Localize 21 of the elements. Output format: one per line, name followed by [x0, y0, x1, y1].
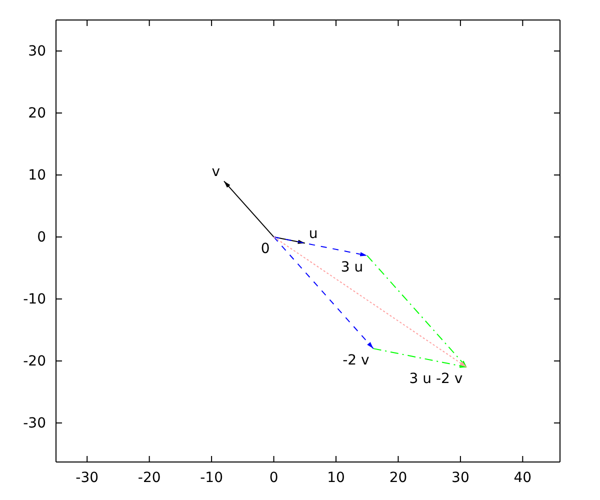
y-tick-label: 20 [28, 105, 46, 122]
annotation: v [212, 164, 220, 180]
x-tick-label: 30 [452, 470, 470, 486]
y-tick-label: -30 [23, 415, 46, 432]
y-tick-label: 30 [28, 43, 46, 60]
x-tick-label: -30 [76, 470, 99, 486]
y-tick-label: -10 [23, 291, 46, 308]
annotation: 0 [260, 240, 270, 257]
x-tick-label: 20 [389, 470, 408, 486]
x-tick-label: 10 [327, 470, 345, 486]
y-tick-label: -20 [23, 353, 46, 370]
x-tick-label: -10 [200, 470, 223, 486]
annotation: 3 u [340, 260, 364, 276]
x-tick-label: 40 [514, 470, 532, 486]
x-tick-label: -20 [138, 470, 161, 486]
y-tick-label: 0 [37, 229, 46, 246]
annotation: u [308, 226, 318, 242]
y-tick-label: 10 [28, 167, 46, 184]
annotation: 3 u -2 v [409, 371, 463, 388]
x-tick-label: 0 [269, 470, 278, 486]
annotation: -2 v [342, 352, 370, 369]
